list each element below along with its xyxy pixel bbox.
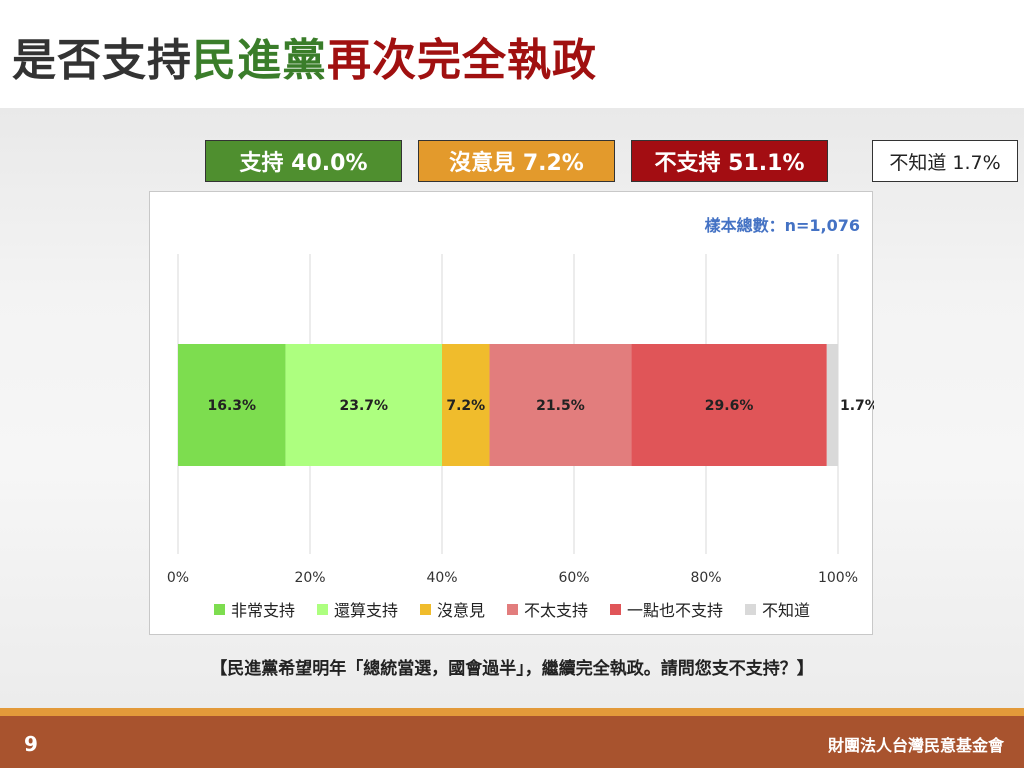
legend-item: 還算支持 (316, 597, 398, 621)
page-number: 9 (24, 732, 38, 756)
sample-size-label: 樣本總數：n=1,076 (704, 216, 860, 235)
data-label: 23.7% (340, 398, 389, 414)
chart-panel: 樣本總數：n=1,076 0% 20% 40% 60% 80% 100% 16.3% 23.7… (149, 191, 874, 635)
legend-label: 沒意見 (436, 601, 485, 620)
legend-item: 一點也不支持 (610, 597, 723, 621)
x-tick-label: 20% (294, 570, 325, 586)
legend-swatch (507, 603, 518, 615)
legend-swatch (419, 603, 431, 615)
page-title: 是否支持民進黨再次完全執政 (12, 24, 597, 88)
title-bar: 是否支持民進黨再次完全執政 (0, 0, 1024, 108)
summary-not-support-label: 不支持 51.1% (654, 151, 805, 176)
bar-segment (489, 344, 632, 466)
summary-no-opinion-box: 沒意見 7.2% (418, 140, 615, 182)
legend-swatch (610, 603, 622, 615)
x-tick-label: 40% (426, 570, 457, 586)
x-tick-label: 0% (167, 570, 189, 586)
summary-not-support-box: 不支持 51.1% (631, 140, 828, 182)
legend-item: 非常支持 (213, 597, 295, 621)
stacked-bar-chart: 0% 20% 40% 60% 80% 100% 16.3% 23.7% 7.2% 21.5% 29.… (167, 254, 874, 586)
legend-item: 不知道 (745, 597, 810, 621)
legend-swatch (316, 603, 328, 615)
title-part-1: 是否支持 (12, 35, 192, 86)
title-part-3: 再次完全執政 (327, 35, 597, 86)
footer-bar: 9 財團法人台灣民意基金會 (0, 716, 1024, 768)
legend-swatch (213, 603, 225, 615)
footer-stripe (0, 708, 1024, 716)
data-label: 7.2% (446, 398, 485, 414)
x-tick-label: 100% (818, 570, 858, 586)
data-label: 21.5% (536, 398, 585, 414)
bar-segment (631, 344, 827, 466)
x-tick-label: 60% (558, 570, 589, 586)
bar-segment (442, 344, 490, 466)
bar-segment (178, 344, 286, 466)
summary-support-box: 支持 40.0% (205, 140, 402, 182)
legend-swatch (745, 603, 757, 615)
data-label: 29.6% (705, 398, 754, 414)
legend-label: 不知道 (762, 601, 811, 620)
x-tick-label: 80% (690, 570, 721, 586)
legend-item: 沒意見 (419, 597, 485, 621)
summary-dont-know-label: 不知道 1.7% (889, 151, 1001, 174)
legend-label: 一點也不支持 (627, 601, 724, 620)
survey-question: 【民進黨希望明年「總統當選，國會過半」，繼續完全執政。請問您支不支持？】 (210, 659, 814, 679)
legend-label: 還算支持 (333, 601, 398, 620)
legend-item: 不太支持 (507, 597, 588, 621)
chart-legend: 非常支持 還算支持 沒意見 不太支持 一點也不支持 不知道 (150, 597, 874, 621)
legend-label: 非常支持 (230, 601, 295, 620)
legend-label: 不太支持 (524, 601, 589, 620)
summary-no-opinion-label: 沒意見 7.2% (449, 151, 584, 176)
bar-segment (285, 344, 442, 466)
summary-dont-know-box: 不知道 1.7% (872, 140, 1018, 182)
organization-name: 財團法人台灣民意基金會 (827, 736, 1004, 755)
summary-support-label: 支持 40.0% (239, 151, 368, 176)
data-label: 16.3% (208, 398, 257, 414)
data-label: 1.7% (840, 398, 874, 414)
bar-segment (826, 344, 838, 466)
title-part-2: 民進黨 (192, 35, 327, 86)
